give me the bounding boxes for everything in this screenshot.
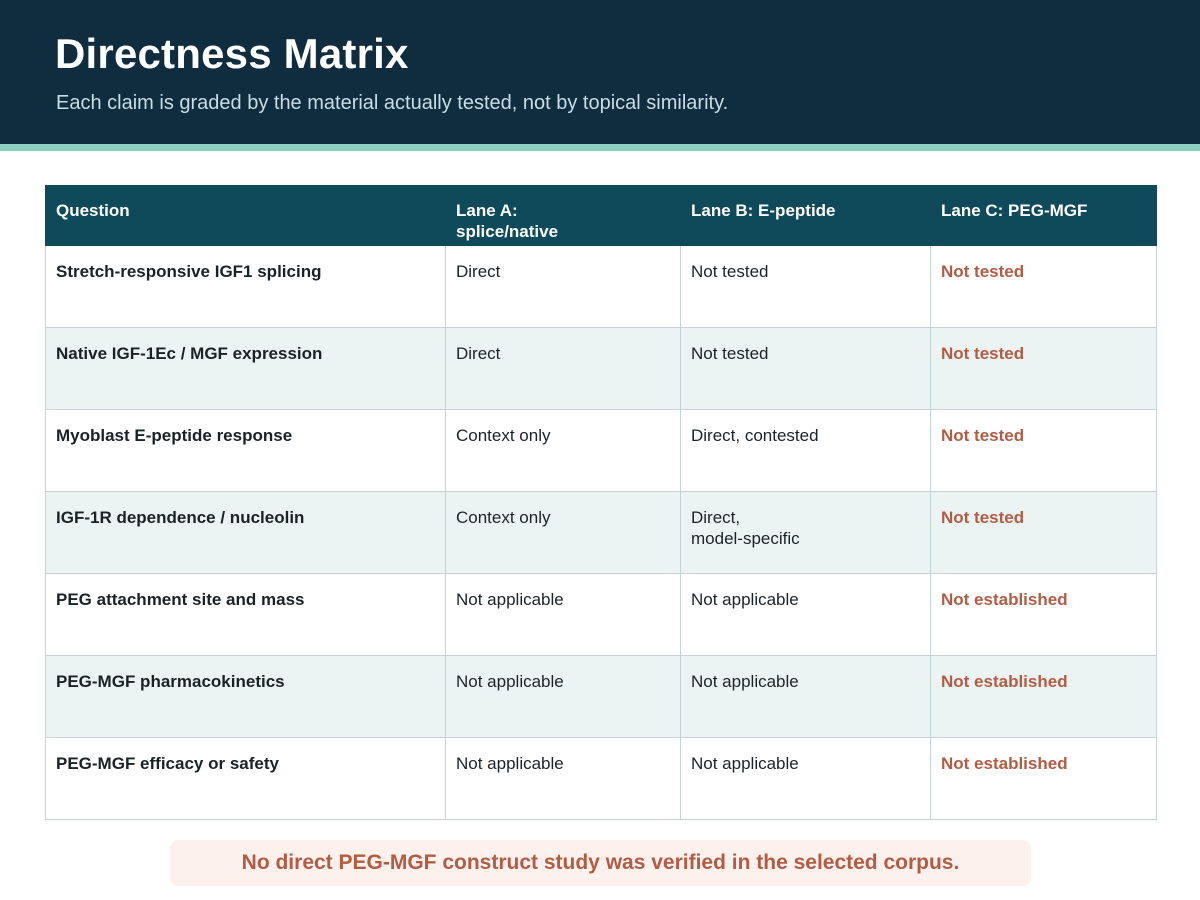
cell-lane-b: Not applicable <box>680 655 931 738</box>
column-header-lane-a-label: Lane A: splice/native <box>456 201 559 241</box>
cell-lane-a: Not applicable <box>445 655 681 738</box>
cell-lane-c: Not tested <box>930 491 1157 574</box>
cell-lane-a: Direct <box>445 245 681 328</box>
cell-lane-c: Not established <box>930 737 1157 820</box>
cell-question: PEG attachment site and mass <box>45 573 446 656</box>
cell-lane-b: Not applicable <box>680 573 931 656</box>
cell-question: Myoblast E-peptide response <box>45 409 446 492</box>
cell-question: Stretch-responsive IGF1 splicing <box>45 245 446 328</box>
table-header-row: Question Lane A: splice/native Lane B: E… <box>45 185 1157 246</box>
cell-lane-a: Context only <box>445 409 681 492</box>
table-row: PEG-MGF efficacy or safety Not applicabl… <box>45 737 1157 820</box>
cell-lane-c: Not established <box>930 655 1157 738</box>
cell-lane-c: Not tested <box>930 327 1157 410</box>
column-header-lane-b: Lane B: E-peptide <box>680 185 931 246</box>
page-subtitle: Each claim is graded by the material act… <box>56 92 729 114</box>
header-accent-stripe <box>0 144 1200 151</box>
cell-question: PEG-MGF pharmacokinetics <box>45 655 446 738</box>
cell-lane-b: Direct, contested <box>680 409 931 492</box>
cell-question: Native IGF-1Ec / MGF expression <box>45 327 446 410</box>
cell-lane-c: Not established <box>930 573 1157 656</box>
cell-lane-a: Not applicable <box>445 737 681 820</box>
cell-question: PEG-MGF efficacy or safety <box>45 737 446 820</box>
cell-lane-a: Direct <box>445 327 681 410</box>
table-row: Myoblast E-peptide response Context only… <box>45 409 1157 492</box>
table-row: Stretch-responsive IGF1 splicing Direct … <box>45 245 1157 328</box>
cell-lane-b: Not tested <box>680 327 931 410</box>
directness-matrix-table: Question Lane A: splice/native Lane B: E… <box>45 185 1157 820</box>
table-row: Native IGF-1Ec / MGF expression Direct N… <box>45 327 1157 410</box>
cell-lane-a: Context only <box>445 491 681 574</box>
cell-lane-a: Not applicable <box>445 573 681 656</box>
cell-question: IGF-1R dependence / nucleolin <box>45 491 446 574</box>
page-header: Directness Matrix Each claim is graded b… <box>0 0 1200 144</box>
cell-lane-c: Not tested <box>930 245 1157 328</box>
cell-lane-c: Not tested <box>930 409 1157 492</box>
table-row: PEG-MGF pharmacokinetics Not applicable … <box>45 655 1157 738</box>
corpus-note-banner: No direct PEG-MGF construct study was ve… <box>170 840 1031 886</box>
column-header-lane-c: Lane C: PEG-MGF <box>930 185 1157 246</box>
cell-lane-b: Not tested <box>680 245 931 328</box>
page-title: Directness Matrix <box>55 30 409 77</box>
cell-lane-b: Direct, model-specific <box>680 491 931 574</box>
column-header-question: Question <box>45 185 446 246</box>
cell-lane-b: Not applicable <box>680 737 931 820</box>
table-row: PEG attachment site and mass Not applica… <box>45 573 1157 656</box>
column-header-lane-a: Lane A: splice/native <box>445 185 681 246</box>
table-row: IGF-1R dependence / nucleolin Context on… <box>45 491 1157 574</box>
